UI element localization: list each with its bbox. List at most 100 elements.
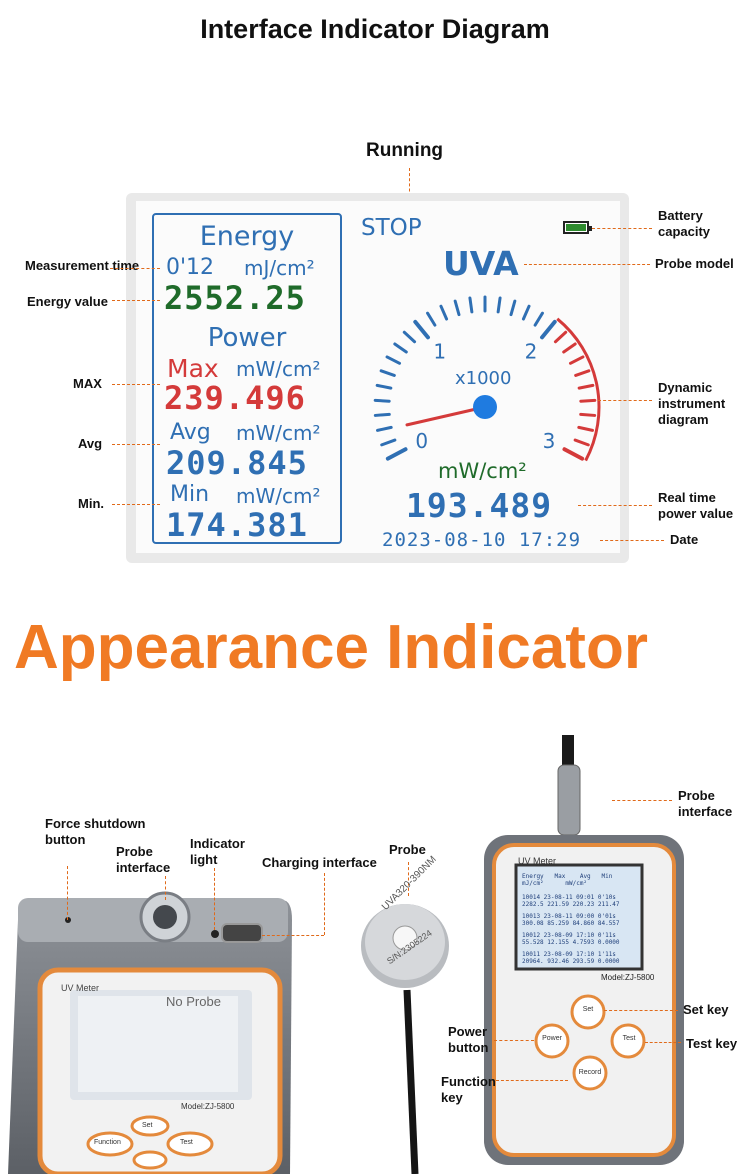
record-row: 10011 23-08-09 17:10 1'11s [522,951,616,958]
callout-test-key: Test key [686,1036,738,1051]
gauge-tick-mark [579,412,597,417]
leader-charging-h [262,935,324,936]
callout-force-shutdown: Force shutdown button [45,816,146,847]
device-top-key-set: Set [142,1122,153,1129]
avg-label: Avg [170,420,211,445]
gauge-tick-3: 3 [543,429,556,453]
gauge-tick-mark [562,342,577,354]
measurement-panel [152,213,342,544]
table-header: Avg [579,873,591,880]
record-row: 10013 23-08-11 09:00 0'01s [522,913,616,920]
leader-test-key [645,1042,681,1043]
max-label: Max [167,354,219,383]
probe-image [361,904,449,1174]
gauge-tick-1: 1 [433,339,446,363]
gauge-tick-mark [577,383,595,390]
gauge-multiplier: x1000 [455,368,511,389]
energy-title: Energy [199,221,295,252]
record-key[interactable]: Record [578,1069,602,1076]
gauge-unit: mW/cm² [438,459,527,483]
gauge-tick-mark [579,398,597,403]
avg-unit: mW/cm² [236,421,321,445]
callout-energy-value: Energy value [27,294,108,309]
callout-power-button: Power button [448,1024,489,1055]
device-front-view [484,735,684,1165]
leader-probe [408,862,409,896]
leader-probe-interface-left [165,876,166,900]
gauge-tick-mark [373,412,391,417]
gauge-tick-mark [468,296,474,314]
leader-charging-interface [324,873,325,935]
gauge-needle [405,405,487,427]
leader-battery [592,228,652,229]
lcd-screen [136,201,620,553]
callout-max: MAX [73,376,102,391]
gauge-tick-mark [496,296,502,314]
power-key[interactable]: Power [542,1035,562,1042]
gauge-ticks [373,295,597,461]
gauge-tick-mark [573,438,590,447]
leader-date [600,540,664,541]
gauge-tick-mark [453,299,461,317]
table-unit: mW/cm² [565,880,588,887]
gauge-tick-mark [509,299,517,317]
test-key[interactable]: Test [622,1035,636,1042]
status-text: STOP [361,215,422,241]
callout-probe-interface-left: Probe interface [116,844,171,875]
callout-probe: Probe [389,842,426,857]
gauge-tick-mark [577,425,594,432]
gauge-tick-mark [380,438,397,447]
gauge-tick-mark [385,447,408,461]
leader-measurement-time [110,268,160,269]
min-value: 174.381 [166,506,308,544]
gauge-tick-mark [439,304,449,321]
table-header: Max [554,873,566,880]
record-row: 55.528 12.155 4.7593 0.0000 [522,939,620,946]
callout-indicator-light: Indicator light [190,836,245,867]
energy-unit: mJ/cm² [244,256,315,280]
min-label: Min [170,482,210,507]
set-key[interactable]: Set [582,1006,594,1013]
leader-power-button [494,1040,534,1041]
gauge-tick-mark [373,398,391,403]
running-leader [409,168,410,212]
gauge-tick-mark [379,369,396,377]
realtime-value: 193.489 [406,486,553,525]
device-top-no-probe: No Probe [166,994,221,1009]
battery-icon [563,221,592,234]
callout-function-key: Function key [441,1074,496,1105]
gauge-tick-mark [521,304,531,321]
callout-measurement-time: Measurement time [25,258,140,273]
callout-dynamic: Dynamic instrument diagram [658,380,726,427]
leader-probe-model [524,264,650,265]
leader-indicator-light [214,868,215,930]
record-row: 2282.5 221.59 220.23 211.47 [522,901,620,908]
table-header: Min [601,873,613,880]
record-row: 20964. 932.46 293.59 0.0000 [522,958,620,965]
device-front-screen: Energy Max Avg Min mJ/cm² mW/cm² 10014 2… [522,873,620,965]
gauge-tick-mark [413,319,430,340]
leader-force-shutdown [67,866,68,920]
record-row: 10012 23-08-09 17:10 0'11s [522,932,616,939]
leader-energy-value [112,300,160,301]
gauge-tick-mark [562,447,585,461]
callout-battery: Battery capacity [658,208,711,239]
callout-avg: Avg [78,436,103,451]
leader-function-key [496,1080,568,1081]
record-row: 300.08 85.259 84.860 84.557 [522,920,620,927]
power-title: Power [207,323,287,353]
device-top-key-function: Function [94,1139,121,1146]
gauge-tick-mark [393,342,408,354]
gauge-tick-mark [426,311,437,327]
page-title: Interface Indicator Diagram [200,14,550,44]
max-unit: mW/cm² [236,357,321,381]
leader-avg [112,444,160,445]
gauge-tick-2: 2 [525,339,538,363]
table-unit: mJ/cm² [522,880,544,887]
gauge-red-zone [556,317,601,462]
gauge-tick-mark [568,355,585,365]
leader-dynamic [598,400,652,401]
callout-charging-interface: Charging interface [262,855,377,870]
callout-min: Min. [78,496,104,511]
callout-probe-interface-right: Probe interface [678,788,733,819]
